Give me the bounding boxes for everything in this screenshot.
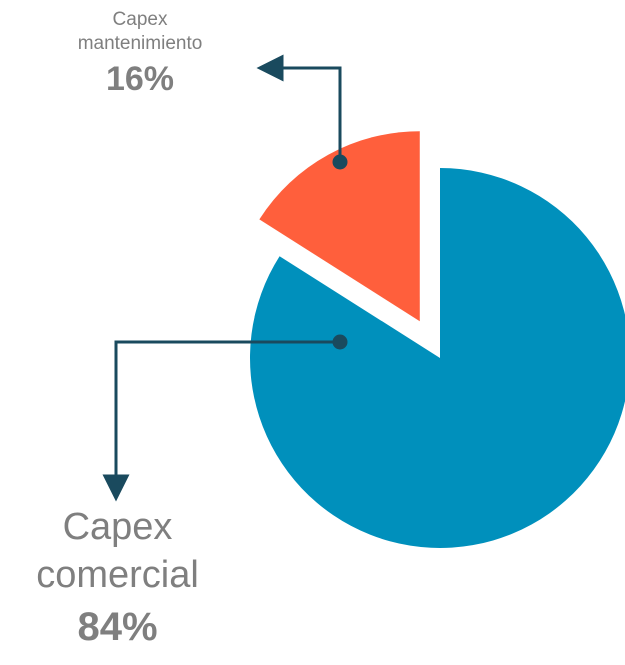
label-capex-comercial: Capex comercial 84% <box>0 503 235 651</box>
leader-dot-capex-mantenimiento <box>332 154 348 170</box>
label-capex-mantenimiento-pct: 16% <box>105 60 175 98</box>
label-capex-mantenimiento-name: Capex mantenimiento <box>77 9 203 54</box>
leader-line-capex-mantenimiento <box>256 54 342 162</box>
pie-slice-capex-comercial <box>250 168 625 548</box>
leader-line-capex-comercial <box>102 340 340 502</box>
label-capex-mantenimiento: Capex mantenimiento 16% <box>30 8 250 100</box>
pie-slice-capex-mantenimiento <box>259 131 420 322</box>
label-capex-comercial-pct: 84% <box>77 605 158 649</box>
label-capex-comercial-name: Capex comercial <box>36 506 199 596</box>
leader-dot-capex-comercial <box>332 334 348 350</box>
